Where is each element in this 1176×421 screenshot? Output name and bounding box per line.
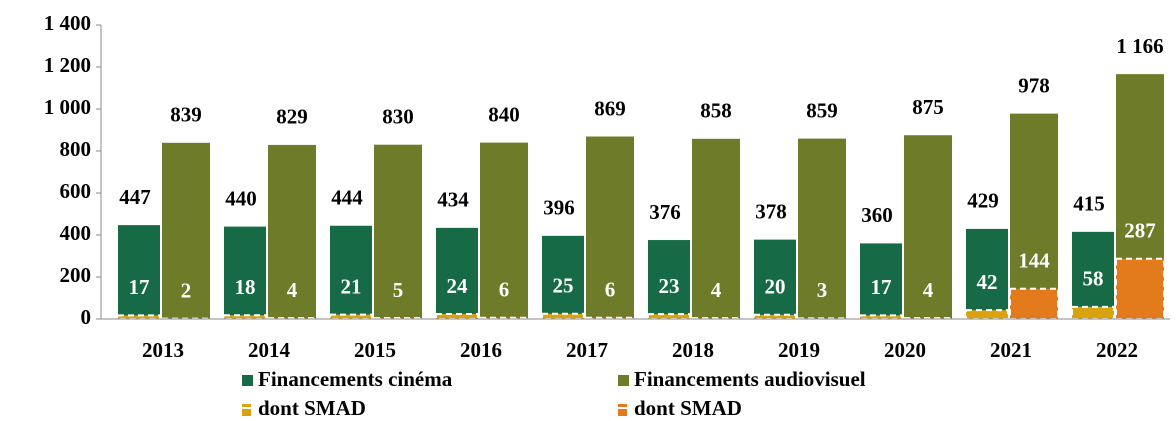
value-label: 2	[181, 278, 192, 302]
value-label: 24	[447, 274, 469, 298]
x-tick-label: 2021	[990, 338, 1032, 362]
value-label: 5	[393, 278, 404, 302]
bar	[904, 135, 952, 319]
smad-bar	[435, 312, 479, 320]
smad-bar	[223, 314, 267, 321]
value-label: 18	[235, 275, 256, 299]
smad-bar	[647, 313, 691, 321]
legend-swatch	[618, 375, 629, 386]
x-tick-label: 2014	[248, 338, 291, 362]
y-tick-label: 1 400	[44, 11, 91, 35]
bar	[480, 142, 528, 319]
bar	[1072, 231, 1114, 319]
value-label: 447	[119, 185, 151, 209]
legend-label: Financements cinéma	[258, 367, 453, 391]
bar	[798, 138, 846, 319]
bar	[224, 226, 266, 319]
legend-label: dont SMAD	[258, 396, 366, 420]
value-label: 25	[553, 274, 574, 298]
value-label: 830	[382, 105, 414, 129]
y-tick-label: 600	[60, 179, 92, 203]
value-label: 396	[543, 196, 575, 220]
y-tick-label: 800	[60, 137, 92, 161]
y-tick-label: 400	[60, 221, 92, 245]
bar	[118, 225, 160, 319]
bar	[1010, 113, 1058, 320]
value-label: 415	[1073, 192, 1105, 216]
x-tick-label: 2022	[1096, 338, 1138, 362]
bar	[330, 225, 372, 319]
value-label: 440	[225, 186, 257, 210]
legend-swatch	[242, 375, 253, 386]
value-label: 6	[499, 278, 510, 302]
smad-bar	[753, 313, 797, 320]
value-label: 17	[129, 275, 150, 299]
smad-bar	[1115, 257, 1165, 321]
value-label: 4	[711, 278, 722, 302]
bar	[374, 144, 422, 319]
x-tick-label: 2017	[566, 338, 608, 362]
value-label: 869	[594, 96, 626, 120]
x-tick-label: 2019	[778, 338, 820, 362]
smad-bar	[859, 314, 903, 320]
value-label: 444	[331, 186, 363, 210]
value-label: 378	[755, 199, 787, 223]
value-label: 859	[806, 98, 838, 122]
smad-bar	[965, 309, 1009, 320]
bar	[648, 240, 690, 319]
smad-bar	[1009, 287, 1059, 321]
smad-bar	[541, 312, 585, 320]
value-label: 6	[605, 278, 616, 302]
value-label: 3	[817, 278, 828, 302]
value-label: 360	[861, 203, 893, 227]
y-tick-label: 200	[60, 263, 92, 287]
value-label: 287	[1124, 219, 1156, 243]
value-label: 840	[488, 102, 520, 126]
bar	[436, 227, 478, 319]
bar	[692, 138, 740, 319]
x-tick-label: 2016	[460, 338, 502, 362]
value-label: 978	[1018, 73, 1050, 97]
smad-bar	[329, 313, 373, 320]
value-label: 429	[967, 189, 999, 213]
value-label: 4	[287, 278, 298, 302]
smad-bar	[1071, 305, 1115, 321]
bar	[542, 235, 584, 319]
value-label: 875	[912, 95, 944, 119]
smad-bar	[117, 314, 161, 320]
value-label: 376	[649, 200, 681, 224]
bar	[754, 239, 796, 319]
legend-label: dont SMAD	[634, 396, 742, 420]
x-tick-label: 2013	[142, 338, 184, 362]
value-label: 839	[170, 103, 202, 127]
x-tick-label: 2015	[354, 338, 396, 362]
bar	[162, 142, 210, 319]
value-label: 144	[1018, 249, 1050, 273]
value-label: 20	[765, 275, 786, 299]
bar	[586, 136, 634, 319]
legend-swatch	[242, 404, 251, 416]
value-label: 21	[341, 274, 362, 298]
bar	[966, 228, 1008, 319]
y-tick-label: 0	[81, 305, 92, 329]
legend-swatch	[618, 404, 627, 416]
bar	[268, 144, 316, 319]
value-label: 434	[437, 188, 469, 212]
y-tick-label: 1 200	[44, 53, 91, 77]
value-label: 829	[276, 105, 308, 129]
value-label: 42	[977, 270, 998, 294]
value-label: 4	[923, 278, 934, 302]
value-label: 58	[1083, 267, 1104, 291]
value-label: 1 166	[1116, 34, 1163, 58]
y-tick-label: 1 000	[44, 95, 91, 119]
legend-label: Financements audiovisuel	[634, 367, 866, 391]
x-tick-label: 2020	[884, 338, 926, 362]
bar	[860, 243, 902, 319]
value-label: 858	[700, 99, 732, 123]
value-label: 17	[871, 275, 892, 299]
value-label: 23	[659, 274, 680, 298]
x-tick-label: 2018	[672, 338, 714, 362]
